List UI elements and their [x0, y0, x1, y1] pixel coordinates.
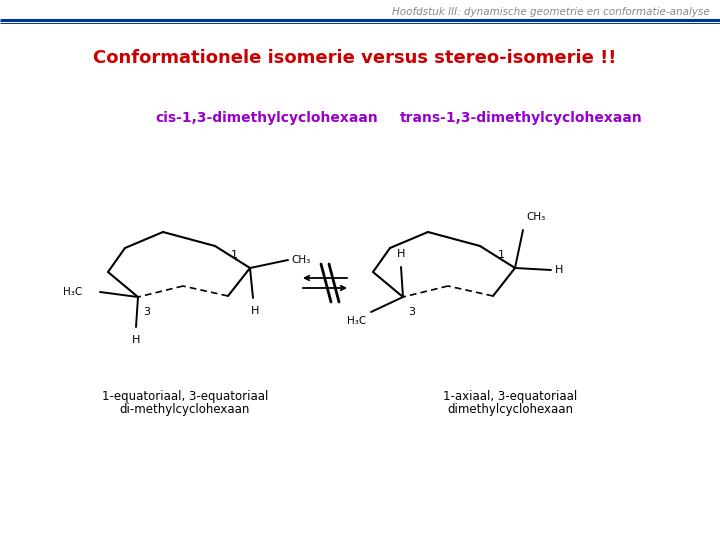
Text: Conformationele isomerie versus stereo-isomerie !!: Conformationele isomerie versus stereo-i…: [94, 49, 617, 67]
Text: H: H: [397, 249, 405, 259]
Text: H: H: [555, 265, 563, 275]
Text: Hoofdstuk III: dynamische geometrie en conformatie-analyse: Hoofdstuk III: dynamische geometrie en c…: [392, 7, 710, 17]
Text: H₃C: H₃C: [347, 316, 366, 326]
Text: trans-1,3-dimethylcyclohexaan: trans-1,3-dimethylcyclohexaan: [400, 111, 643, 125]
Text: H: H: [132, 335, 140, 345]
Text: 1-axiaal, 3-equatoriaal: 1-axiaal, 3-equatoriaal: [443, 390, 577, 403]
Text: CH₃: CH₃: [526, 212, 545, 222]
Text: CH₃: CH₃: [291, 255, 310, 265]
Text: di-methylcyclohexaan: di-methylcyclohexaan: [120, 403, 250, 416]
Text: 1: 1: [231, 250, 238, 260]
Text: 1-equatoriaal, 3-equatoriaal: 1-equatoriaal, 3-equatoriaal: [102, 390, 268, 403]
Text: H: H: [251, 306, 259, 316]
Text: 3: 3: [143, 307, 150, 317]
Text: cis-1,3-dimethylcyclohexaan: cis-1,3-dimethylcyclohexaan: [155, 111, 378, 125]
Text: H₃C: H₃C: [63, 287, 82, 297]
Text: 1: 1: [498, 250, 505, 260]
Text: 3: 3: [408, 307, 415, 317]
Text: dimethylcyclohexaan: dimethylcyclohexaan: [447, 403, 573, 416]
